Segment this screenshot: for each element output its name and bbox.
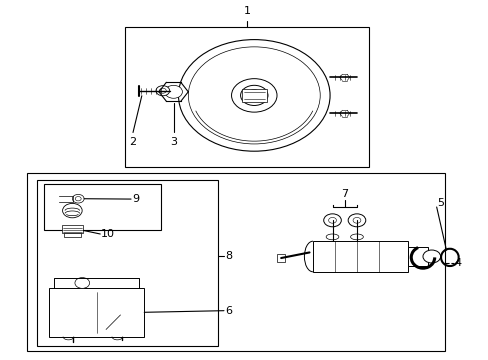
Text: 9: 9 <box>132 194 139 204</box>
Circle shape <box>156 86 169 96</box>
Text: 7: 7 <box>341 189 347 199</box>
Circle shape <box>75 197 81 201</box>
Circle shape <box>231 79 276 112</box>
Bar <box>277 254 285 262</box>
Circle shape <box>352 217 360 223</box>
Bar <box>44 184 161 230</box>
Circle shape <box>72 194 84 203</box>
Bar <box>407 247 427 266</box>
Circle shape <box>422 250 440 263</box>
Text: 5: 5 <box>437 198 444 208</box>
Bar <box>61 225 83 233</box>
Bar <box>312 241 407 272</box>
Text: 1: 1 <box>243 6 250 16</box>
Text: 6: 6 <box>224 306 231 316</box>
Text: 2: 2 <box>129 137 136 147</box>
Circle shape <box>328 217 336 223</box>
Text: 4: 4 <box>454 258 461 268</box>
Bar <box>242 89 266 102</box>
Circle shape <box>159 88 166 93</box>
Circle shape <box>246 90 262 101</box>
Text: 10: 10 <box>101 229 115 239</box>
Text: 8: 8 <box>224 251 232 261</box>
Circle shape <box>62 203 82 218</box>
Circle shape <box>75 278 89 288</box>
Circle shape <box>164 85 182 98</box>
Bar <box>49 288 144 337</box>
Text: 3: 3 <box>170 137 177 147</box>
Circle shape <box>323 214 341 227</box>
Bar <box>37 180 217 346</box>
Circle shape <box>240 85 267 105</box>
Circle shape <box>347 214 365 227</box>
Bar <box>63 233 81 237</box>
Bar <box>124 27 368 167</box>
Bar <box>27 173 444 351</box>
Circle shape <box>178 40 329 151</box>
